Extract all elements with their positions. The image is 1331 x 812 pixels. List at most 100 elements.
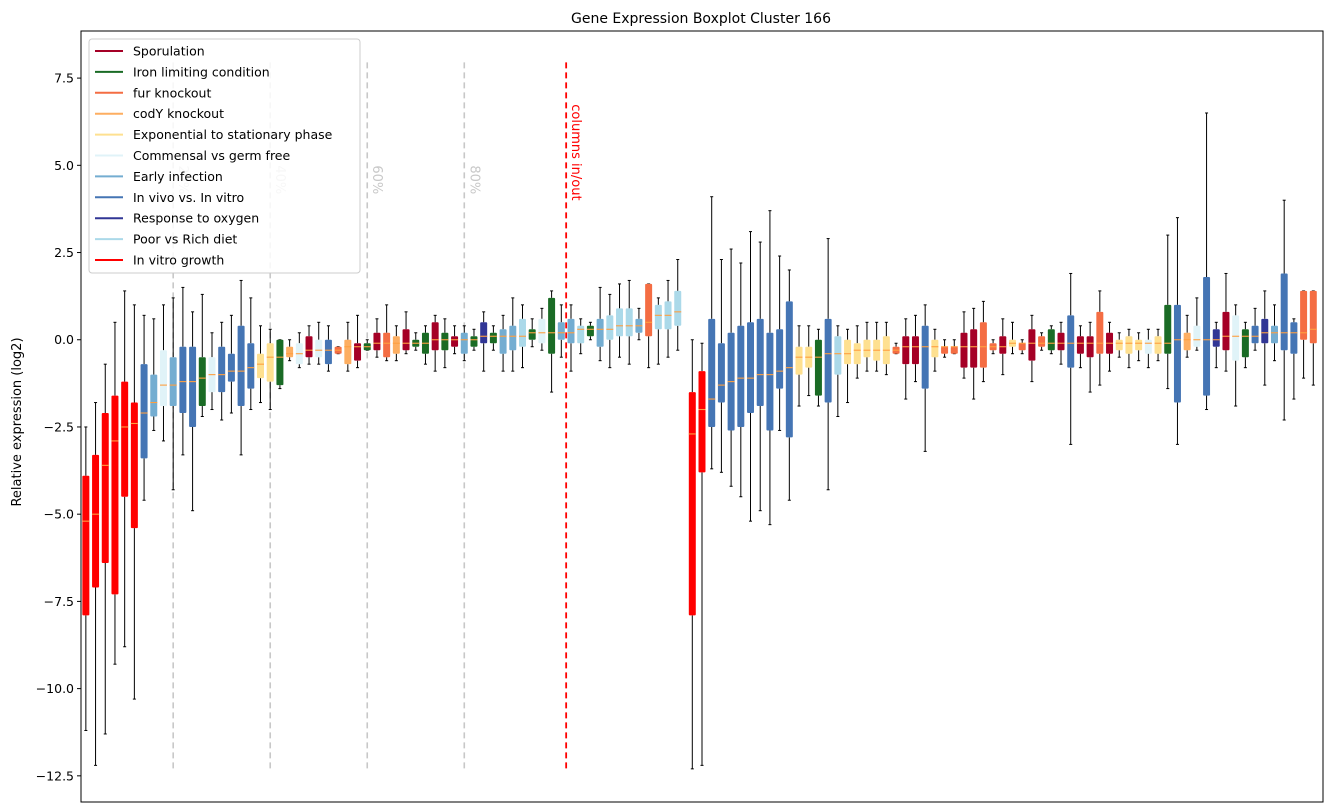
box-out-19 [863,321,871,372]
box-body [766,332,774,431]
box-in-6 [130,304,138,700]
legend-item: codY knockout [95,106,224,121]
box-body [1018,343,1026,351]
y-tick-label: −7.5 [44,594,74,609]
box-in-35 [412,332,420,351]
box-in-10 [169,297,177,491]
legend-frame [88,38,361,274]
legend-item: Exponential to stationary phase [95,127,333,142]
box-body [979,322,987,368]
y-tick-label: −2.5 [44,419,74,434]
box-in-16 [227,314,235,414]
box-out-56 [1222,272,1230,372]
box-out-61 [1270,304,1278,362]
box-body [276,339,284,386]
box-in-34 [402,311,410,355]
box-body [324,339,332,365]
box-out-48 [1144,328,1152,369]
box-body [548,297,556,354]
box-body [1222,311,1230,351]
box-body [1290,322,1298,354]
box-body [708,318,716,427]
box-body [1241,329,1249,358]
legend-label: codY knockout [133,106,224,121]
box-in-41 [470,328,478,351]
box-body [844,339,852,365]
percentile-label: 80% [466,165,481,194]
legend-item: Response to oxygen [95,211,259,226]
box-body [785,301,793,438]
box-in-36 [421,325,429,365]
legend-item: fur knockout [95,85,211,100]
box-out-16 [834,325,842,417]
box-out-46 [1125,328,1133,369]
legend-item: Sporulation [95,44,205,59]
box-body [1144,339,1152,354]
box-in-58 [635,307,643,341]
box-out-42 [1086,321,1094,393]
box-body [257,353,265,379]
box-body [1232,315,1240,361]
box-body [509,325,517,351]
box-out-34 [1009,321,1016,355]
box-body [1038,336,1046,347]
box-out-10 [776,255,784,431]
box-out-39 [1057,321,1065,365]
plot-frame [80,30,1324,803]
box-out-58 [1241,321,1249,369]
box-out-37 [1038,332,1046,351]
box-body [101,413,109,564]
box-body [1076,336,1084,354]
box-body [1203,276,1211,396]
box-body [130,402,138,529]
box-body [586,325,594,337]
box-body [1057,332,1065,351]
box-body [189,346,197,427]
box-body [1193,325,1201,347]
legend-label: Response to oxygen [133,211,259,226]
box-in-5 [121,290,129,648]
box-body [737,325,745,427]
box-body [756,318,764,407]
box-body [688,392,696,616]
box-body [499,329,507,354]
box-body [315,339,323,358]
box-body [1261,318,1269,344]
box-body [305,336,313,358]
box-body [538,318,546,344]
box-body [431,322,439,351]
legend-item: Commensal vs germ free [95,148,290,163]
legend-item: Early infection [95,169,223,184]
box-body [941,346,949,354]
box-body [1135,339,1143,351]
legend-label: In vivo vs. In vitro [133,190,244,205]
box-in-9 [159,304,167,442]
box-body [92,454,100,588]
legend-label: Exponential to stationary phase [133,127,333,142]
box-out-20 [873,321,881,372]
box-out-14 [814,328,822,407]
legend-item: In vitro growth [95,253,224,268]
box-body [1164,304,1172,354]
box-body [1270,325,1278,344]
box-body [383,332,391,358]
box-in-1 [82,426,90,731]
box-body [121,381,129,497]
y-tick-label: 5.0 [54,158,74,173]
legend-label: Early infection [133,169,223,184]
y-tick-label: 2.5 [54,245,74,260]
box-body [1115,339,1123,351]
y-tick-label: 0.0 [54,332,74,347]
legend-item: In vivo vs. In vitro [95,190,244,205]
box-body [616,308,624,337]
box-out-44 [1106,321,1114,372]
box-body [747,322,755,414]
box-out-15 [824,238,832,491]
box-out-50 [1164,234,1172,390]
divider-label: columns in/out [568,104,583,200]
box-out-21 [882,321,890,376]
box-out-38 [1047,325,1055,355]
box-body [645,283,653,337]
y-tick-label: −10.0 [36,681,74,696]
box-body [354,343,362,361]
